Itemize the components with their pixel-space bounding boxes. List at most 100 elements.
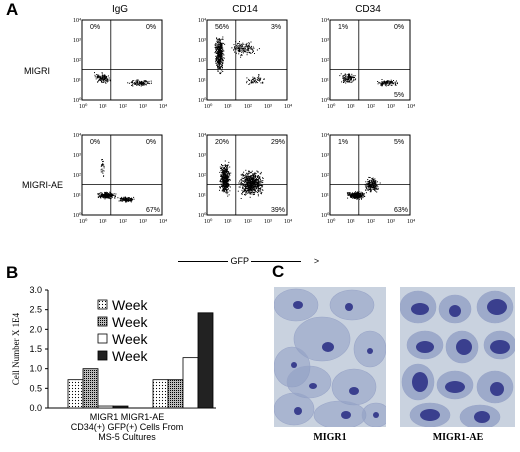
y-axis-label: Cell Number X 1E4 [11, 312, 21, 385]
data-point [122, 200, 123, 202]
data-point [240, 48, 242, 50]
data-point [112, 194, 114, 196]
data-point [375, 185, 377, 187]
data-point [258, 190, 259, 192]
data-point [112, 194, 114, 196]
data-point [249, 179, 250, 181]
data-point [368, 186, 370, 188]
data-point [249, 193, 251, 195]
data-point [347, 195, 349, 196]
data-point [225, 166, 226, 168]
column-header-cd14: CD14 [232, 4, 258, 15]
data-point [380, 83, 382, 85]
data-point [147, 82, 149, 84]
data-point [253, 47, 255, 49]
data-point [242, 46, 244, 48]
data-point [221, 176, 223, 178]
data-point [347, 192, 349, 194]
data-point [219, 39, 221, 40]
data-point [229, 179, 231, 181]
data-point [223, 173, 225, 175]
data-point [226, 169, 228, 171]
data-point [253, 173, 255, 175]
data-point [239, 186, 241, 188]
data-point [377, 188, 379, 190]
data-point [125, 197, 127, 199]
data-point [369, 186, 371, 188]
data-point [372, 184, 374, 186]
data-point [218, 46, 220, 48]
data-point [220, 178, 222, 180]
data-point [227, 175, 229, 177]
data-point [106, 195, 108, 197]
data-point [105, 196, 107, 198]
data-point [140, 82, 142, 84]
data-point [221, 43, 222, 45]
data-point [343, 78, 345, 80]
data-point [215, 49, 217, 51]
data-point [214, 46, 216, 48]
data-point [247, 173, 249, 175]
data-point [220, 71, 222, 73]
data-point [349, 75, 351, 77]
gfp-axis-label: GFP > [178, 256, 338, 266]
data-point [345, 75, 347, 77]
data-point [354, 197, 355, 198]
data-point [343, 79, 345, 81]
data-point [344, 81, 345, 83]
data-point [242, 175, 244, 177]
data-point [220, 181, 222, 183]
data-point [217, 65, 218, 67]
data-point [257, 189, 259, 191]
data-point [96, 74, 98, 75]
data-point [257, 191, 258, 193]
data-point [99, 196, 101, 198]
data-point [350, 77, 352, 79]
data-point [218, 51, 220, 52]
data-point [365, 192, 367, 194]
data-point [103, 79, 104, 81]
data-point [215, 62, 217, 64]
data-point [343, 82, 344, 83]
data-point [107, 194, 109, 196]
data-point [356, 194, 358, 196]
legend-label: Week [112, 331, 149, 347]
data-point [221, 168, 223, 170]
x-tick-label: 10¹ [224, 104, 232, 110]
data-point [262, 177, 264, 179]
data-point [370, 180, 372, 182]
data-point [260, 180, 262, 182]
data-point [97, 74, 99, 76]
x-tick-label: 10² [367, 104, 375, 110]
data-point [215, 45, 217, 47]
data-point [381, 81, 383, 83]
data-point [259, 189, 261, 191]
data-point [127, 82, 129, 84]
data-point [256, 177, 258, 179]
data-point [246, 77, 248, 79]
quadrant-label-upper-right: 3% [271, 24, 281, 31]
data-point [102, 163, 104, 165]
data-point [100, 192, 102, 193]
data-point [248, 78, 250, 80]
data-point [99, 192, 101, 194]
data-point [222, 183, 224, 185]
data-point [111, 193, 113, 195]
data-point [97, 196, 99, 198]
data-point [373, 184, 375, 186]
data-point [252, 186, 254, 188]
data-point [216, 64, 218, 66]
data-point [246, 44, 248, 46]
data-point [257, 179, 259, 181]
data-point [353, 193, 355, 195]
data-point [254, 53, 255, 54]
cell-nucleus [474, 411, 490, 423]
data-point [216, 63, 218, 65]
data-point [102, 77, 103, 79]
data-point [227, 181, 229, 182]
data-point [249, 187, 250, 189]
data-point [249, 196, 251, 198]
data-point [104, 74, 106, 76]
data-point [134, 84, 136, 85]
